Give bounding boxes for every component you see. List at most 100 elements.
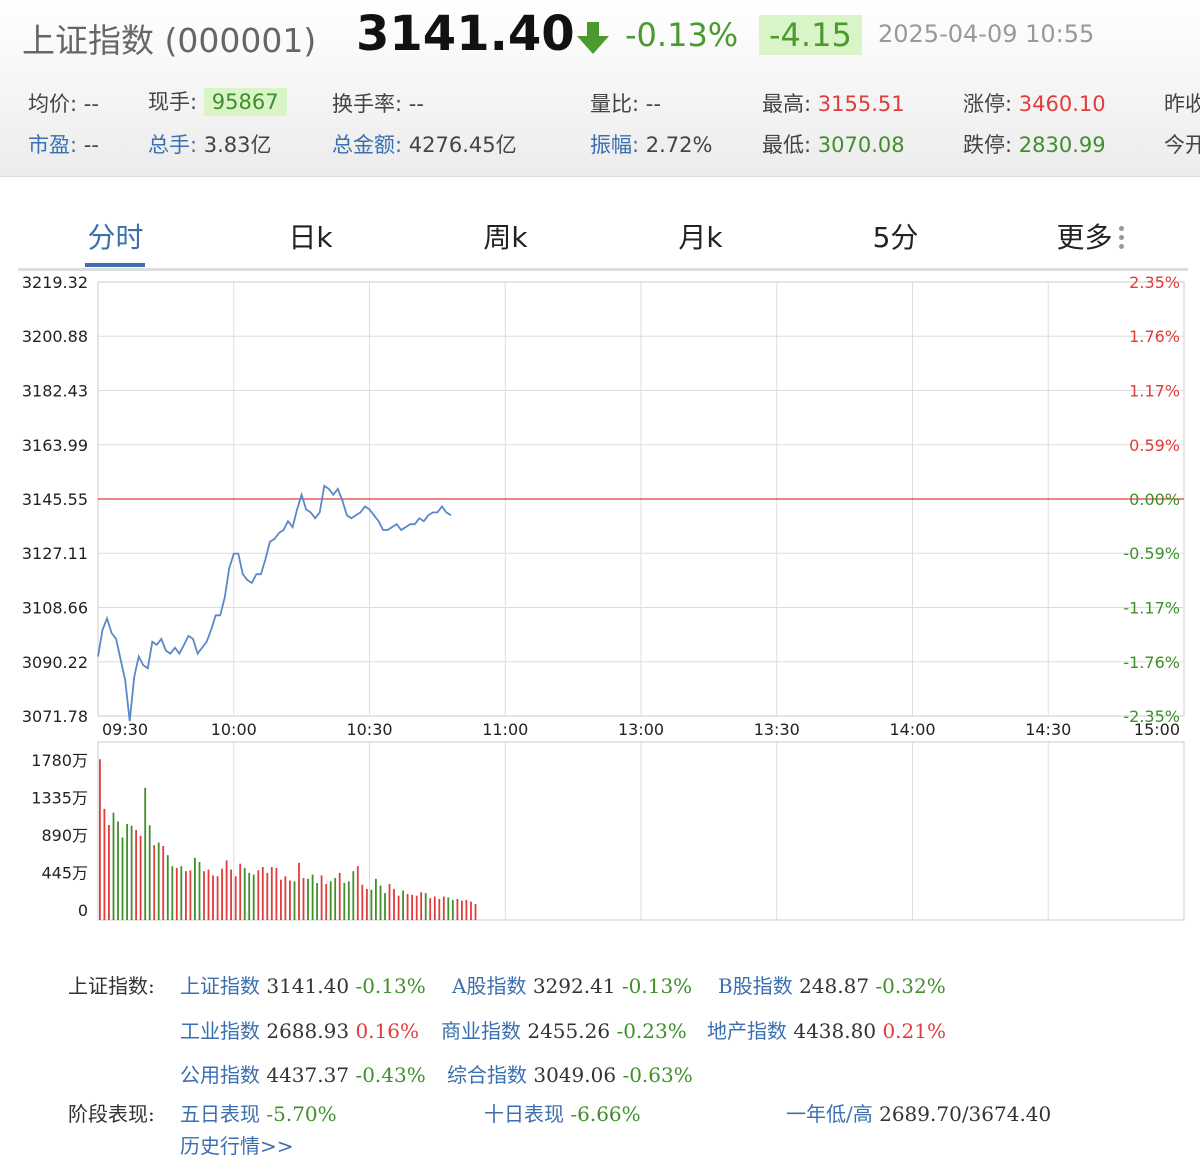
sh-index-label: 上证指数:: [68, 974, 155, 998]
x-tick-label: 10:00: [211, 720, 257, 739]
tab-more[interactable]: 更多: [993, 212, 1188, 264]
ten-day-perf: 十日表现 -6.66%: [484, 1102, 641, 1126]
volume-bar: [447, 897, 450, 920]
current-price: 3141.40: [356, 6, 575, 62]
volume-bar: [420, 892, 423, 920]
volume-bar: [298, 862, 300, 920]
stage-label: 阶段表现:: [68, 1102, 155, 1126]
volume-bar: [212, 875, 214, 920]
volume-bar: [266, 872, 269, 920]
tab-weekly-k[interactable]: 周k: [483, 221, 528, 254]
tab-intraday[interactable]: 分时: [18, 212, 213, 267]
volume-bar: [316, 883, 318, 920]
volume-bar: [198, 862, 201, 920]
volume-bar: [334, 878, 337, 920]
volume-bar: [388, 883, 391, 920]
y-tick-label-left: 3219.32: [22, 273, 88, 292]
index-link[interactable]: A股指数: [452, 974, 527, 998]
volume-bar: [139, 835, 142, 920]
y-tick-label-left: 3182.43: [22, 382, 88, 401]
index-link[interactable]: 上证指数: [180, 974, 260, 998]
volume-bar: [207, 869, 210, 920]
volume-bar: [225, 860, 228, 920]
volume-bar: [261, 867, 264, 920]
index-item: 工业指数 2688.93 0.16%: [180, 1019, 419, 1043]
y-tick-label-left: 3090.22: [22, 653, 88, 672]
volume-bar: [148, 825, 151, 920]
x-tick-label: 14:00: [889, 720, 935, 739]
volume-bar: [252, 874, 255, 920]
y-tick-label-right: -0.59%: [1123, 544, 1180, 563]
y-tick-label-right: -2.35%: [1123, 707, 1180, 726]
index-item: 综合指数 3049.06 -0.63%: [447, 1063, 693, 1087]
volume-bar: [474, 904, 477, 920]
volume-bar: [194, 857, 196, 920]
index-link[interactable]: 地产指数: [707, 1019, 787, 1043]
volume-bar: [347, 881, 350, 920]
y-tick-label-right: 1.76%: [1129, 327, 1180, 346]
volume-bar: [280, 879, 282, 920]
y-tick-label-left: 3145.55: [22, 490, 88, 509]
stat-low: 最低: 3070.08: [762, 133, 905, 157]
stat-pe: 市盈: --: [28, 133, 99, 157]
volume-bar: [329, 881, 332, 920]
x-tick-label: 14:30: [1025, 720, 1071, 739]
volume-bar: [415, 895, 418, 920]
index-link[interactable]: B股指数: [718, 974, 793, 998]
volume-bar: [343, 883, 346, 920]
volume-bar: [356, 866, 359, 920]
volume-bar: [175, 867, 178, 920]
y-tick-label-right: 0.00%: [1129, 490, 1180, 509]
volume-bar: [470, 901, 472, 920]
y-tick-label-right: 2.35%: [1129, 273, 1180, 292]
y-tick-label-left: 3127.11: [22, 544, 88, 563]
volume-bar: [284, 876, 287, 920]
index-link[interactable]: 工业指数: [180, 1019, 260, 1043]
index-link[interactable]: 综合指数: [447, 1063, 527, 1087]
tab-monthly-k[interactable]: 月k: [678, 221, 723, 254]
volume-bar: [275, 867, 278, 920]
stat-prev-close: 昨收: [1164, 92, 1200, 116]
volume-bar: [411, 894, 413, 920]
volume-bar: [429, 898, 432, 920]
volume-bar: [375, 878, 377, 920]
change-value: -4.15: [759, 15, 862, 55]
stat-limit-up: 涨停: 3460.10: [963, 92, 1106, 116]
quote-header: 上证指数 (000001) 3141.40 -0.13% -4.15 2025-…: [0, 0, 1200, 177]
history-link[interactable]: 历史行情>>: [180, 1134, 294, 1158]
volume-bar: [397, 895, 400, 920]
volume-bar: [424, 893, 427, 920]
tab-daily-k[interactable]: 日k: [288, 221, 333, 254]
related-indices: 上证指数: 上证指数 3141.40 -0.13% A股指数 3292.41 -…: [0, 960, 1200, 1165]
stat-cur-vol: 现手: 95867: [148, 86, 287, 116]
change-percent: -0.13%: [625, 16, 739, 54]
y-tick-label-left: 3163.99: [22, 436, 88, 455]
down-arrow-icon: [577, 22, 609, 54]
index-link[interactable]: 商业指数: [441, 1019, 521, 1043]
volume-bar: [442, 896, 445, 920]
volume-bar: [130, 825, 133, 920]
index-item: A股指数 3292.41 -0.13%: [452, 974, 693, 998]
index-item: 上证指数 3141.40 -0.13%: [180, 974, 426, 998]
volume-tick-label: 0: [78, 901, 88, 920]
volume-bar: [456, 899, 459, 920]
five-day-perf: 五日表现 -5.70%: [180, 1102, 337, 1126]
volume-bar: [302, 878, 305, 920]
volume-tick-label: 445万: [41, 864, 88, 883]
volume-bar: [203, 871, 205, 920]
stat-avg: 均价: --: [28, 92, 99, 116]
volume-bar: [189, 870, 192, 920]
volume-bar: [234, 876, 237, 920]
year-range: 一年低/高 2689.70/3674.40: [786, 1102, 1052, 1126]
volume-tick-label: 1780万: [31, 751, 88, 770]
index-link[interactable]: 公用指数: [180, 1063, 260, 1087]
y-tick-label-right: -1.76%: [1123, 653, 1180, 672]
x-tick-label: 10:30: [346, 720, 392, 739]
stat-amount: 总金额: 4276.45亿: [332, 133, 517, 157]
tab-5min[interactable]: 5分: [872, 221, 919, 254]
volume-bar: [157, 842, 160, 920]
volume-bar: [293, 881, 296, 920]
y-tick-label-right: 1.17%: [1129, 382, 1180, 401]
volume-bar: [99, 759, 101, 920]
index-item: B股指数 248.87 -0.32%: [718, 974, 946, 998]
